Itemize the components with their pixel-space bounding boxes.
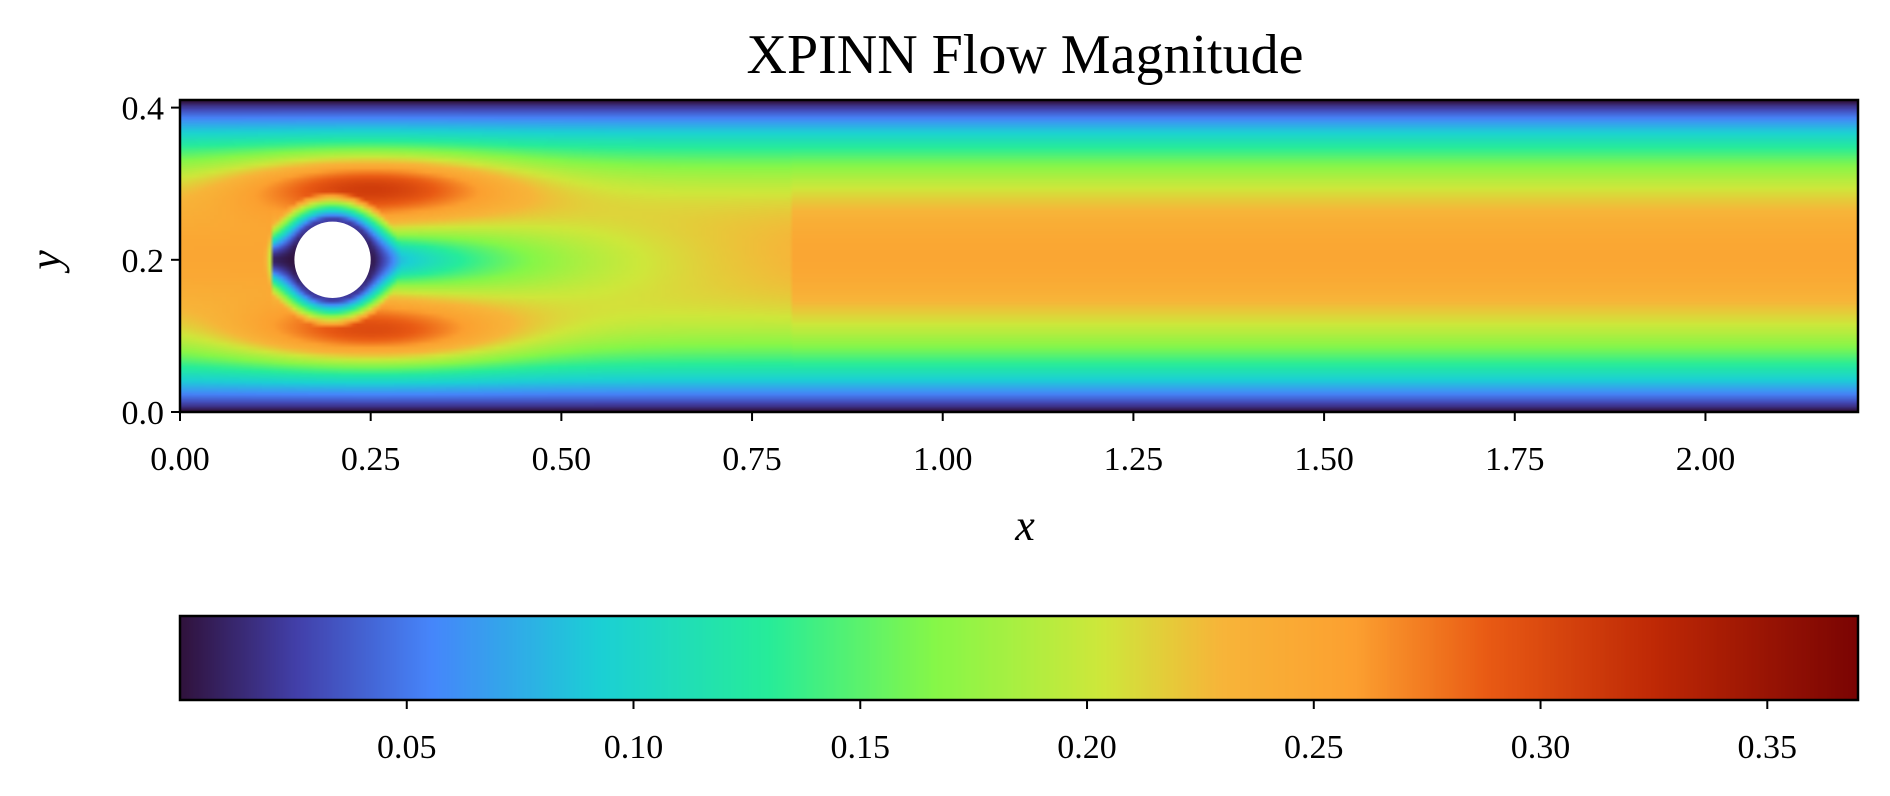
colorbar-tick-label: 0.05 <box>377 729 437 766</box>
colorbar-gradient <box>180 616 1858 700</box>
colorbar-tick-label: 0.15 <box>831 729 891 766</box>
colorbar-frame <box>178 614 1860 702</box>
x-axis-tick-label: 0.75 <box>722 441 782 478</box>
x-axis-tick-label: 1.75 <box>1485 441 1545 478</box>
x-axis-tick-label: 0.50 <box>532 441 592 478</box>
x-axis: 0.00 0.25 0.50 0.75 1.00 1.25 1.50 1.75 2.00 <box>150 412 1735 478</box>
x-axis-tick-label: 1.50 <box>1294 441 1354 478</box>
y-axis-tick-label: 0.0 <box>122 395 165 432</box>
colorbar-tick-label: 0.10 <box>604 729 664 766</box>
x-axis-label: x <box>1014 501 1035 550</box>
y-axis-tick-label: 0.4 <box>122 91 165 128</box>
x-axis-tick-label: 2.00 <box>1676 441 1736 478</box>
plot-area <box>178 98 1860 414</box>
colorbar-tick-label: 0.35 <box>1738 729 1798 766</box>
y-axis: 0.0 0.2 0.4 <box>122 91 180 432</box>
colorbar: 0.05 0.10 0.15 0.20 0.25 0.30 0.35 <box>178 614 1860 766</box>
colorbar-tick-label: 0.20 <box>1057 729 1117 766</box>
colorbar-tick-label: 0.30 <box>1511 729 1571 766</box>
x-axis-tick-label: 0.00 <box>150 441 210 478</box>
x-axis-tick-label: 1.00 <box>913 441 973 478</box>
y-axis-tick-label: 0.2 <box>122 243 165 280</box>
colorbar-ticks: 0.05 0.10 0.15 0.20 0.25 0.30 0.35 <box>377 700 1797 766</box>
chart-title: XPINN Flow Magnitude <box>747 24 1304 86</box>
colorbar-tick-label: 0.25 <box>1284 729 1344 766</box>
plot-frame <box>178 98 1860 414</box>
y-axis-label: y <box>21 250 70 274</box>
x-axis-tick-label: 1.25 <box>1104 441 1164 478</box>
cylinder-obstacle <box>294 221 371 298</box>
flow-magnitude-heatmap <box>180 100 1858 412</box>
x-axis-tick-label: 0.25 <box>341 441 401 478</box>
